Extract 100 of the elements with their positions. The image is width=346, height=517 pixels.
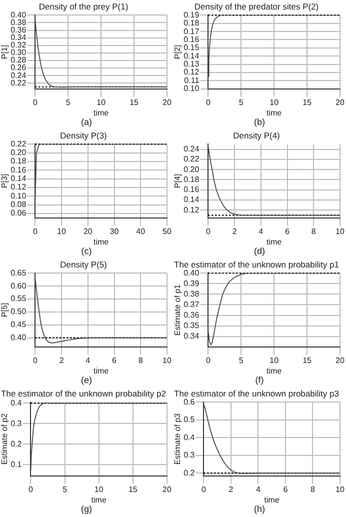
- y-tick-label: 0.40: [184, 268, 200, 278]
- y-tick-label: 0.32: [10, 40, 27, 50]
- x-tick-label: 10: [336, 226, 345, 236]
- y-tick-label: 0.60: [10, 281, 27, 290]
- y-tick-label: 0.30: [10, 48, 27, 58]
- x-axis-title: time: [94, 108, 110, 118]
- y-tick-label: 0.15: [184, 43, 200, 52]
- x-tick-label: 10: [57, 226, 67, 236]
- x-tick-label: 0: [28, 484, 34, 494]
- chart-title: Density of the prey P(1): [38, 1, 128, 12]
- y-tick-label: 0.6: [184, 397, 196, 406]
- y-tick-label: 0.12: [184, 68, 200, 77]
- y-tick-label: 0.3: [184, 450, 196, 460]
- y-tick-label: 0.28: [10, 56, 27, 65]
- y-tick-label: 0.19: [184, 10, 200, 20]
- y-tick-label: 0.22: [10, 78, 27, 88]
- x-tick-label: 15: [128, 484, 138, 494]
- y-tick-label: 0.2: [184, 468, 196, 478]
- y-tick-label: 0.4: [10, 398, 22, 408]
- y-tick-label: 0.12: [10, 182, 27, 192]
- x-tick-label: 20: [162, 98, 172, 107]
- x-tick-label: 50: [162, 226, 172, 236]
- y-tick-label: 0.16: [184, 34, 200, 44]
- x-tick-label: 10: [270, 98, 280, 107]
- x-tick-label: 6: [112, 356, 118, 365]
- x-tick-label: 4: [256, 484, 262, 494]
- x-tick-label: 6: [285, 226, 290, 236]
- y-axis-title: Estimate of p2: [0, 412, 10, 465]
- text: (g): [80, 504, 93, 515]
- x-tick-label: 0: [206, 226, 211, 236]
- y-tick-label: 0.39: [184, 278, 200, 288]
- x-tick-label: 0: [32, 98, 38, 107]
- y-tick-label: 0.34: [10, 33, 27, 42]
- y-tick-label: 0.14: [10, 174, 27, 184]
- x-tick-label: 20: [83, 226, 93, 236]
- x-tick-label: 4: [86, 356, 91, 365]
- y-axis-title: P[1]: [0, 44, 10, 60]
- y-axis-title: P[3]: [0, 174, 10, 188]
- y-tick-label: 0.65: [10, 268, 27, 278]
- y-tick-label: 0.18: [184, 18, 200, 28]
- x-tick-label: 40: [136, 226, 146, 236]
- x-tick-label: 6: [283, 484, 288, 494]
- y-tick-label: 0.22: [184, 154, 200, 164]
- x-axis-title: time: [91, 495, 107, 504]
- y-tick-label: 0.17: [184, 26, 200, 36]
- y-axis-title: Estimate of p3: [173, 412, 182, 465]
- x-tick-label: 2: [228, 484, 234, 494]
- x-tick-label: 10: [94, 484, 104, 494]
- y-tick-label: 0.45: [10, 320, 27, 330]
- chart-title: The estimator of the unknown probability p1: [174, 259, 340, 270]
- y-tick-label: 0.16: [10, 165, 27, 174]
- y-tick-label: 0.20: [184, 164, 200, 174]
- y-tick-label: 0.18: [10, 156, 27, 166]
- chart-title: Density of the predator sites P(2): [194, 1, 319, 12]
- y-tick-label: 0.22: [10, 139, 27, 148]
- x-tick-label: 10: [162, 356, 172, 365]
- y-tick-label: 0.40: [10, 10, 27, 20]
- y-tick-label: 0.10: [184, 84, 200, 94]
- text: (f): [254, 375, 265, 386]
- y-tick-label: 0.50: [10, 307, 27, 316]
- y-tick-label: 0.16: [184, 185, 200, 194]
- x-tick-label: 30: [110, 226, 120, 236]
- y-axis-title: P[4]: [173, 174, 182, 188]
- x-tick-label: 20: [336, 356, 345, 365]
- y-tick-label: 0.24: [184, 144, 200, 154]
- y-axis-title: P[2]: [173, 44, 182, 60]
- x-tick-label: 0: [201, 484, 206, 494]
- y-tick-label: 0.12: [184, 205, 200, 214]
- x-tick-label: 5: [238, 98, 244, 107]
- y-tick-label: 0.10: [10, 191, 27, 200]
- x-tick-label: 0: [32, 356, 38, 365]
- x-tick-label: 4: [258, 226, 264, 236]
- x-tick-label: 15: [302, 356, 312, 365]
- x-tick-label: 20: [336, 98, 345, 107]
- x-tick-label: 0: [32, 226, 38, 236]
- y-tick-label: 0.26: [10, 63, 27, 72]
- text: (h): [253, 504, 266, 515]
- x-tick-label: 2: [59, 356, 64, 365]
- x-tick-label: 2: [232, 226, 238, 236]
- y-tick-label: 0.55: [10, 294, 27, 304]
- x-tick-label: 8: [310, 484, 316, 494]
- x-tick-label: 10: [270, 356, 280, 365]
- x-tick-label: 10: [96, 98, 106, 107]
- y-tick-label: 0.3: [10, 418, 22, 428]
- x-tick-label: 8: [311, 226, 316, 236]
- chart-title: Density P(5): [60, 259, 108, 270]
- chart-title: The estimator of the unknown probability p2: [1, 388, 166, 398]
- y-tick-label: 0.24: [10, 70, 27, 80]
- y-axis-title: Estimate of p1: [173, 284, 182, 336]
- y-tick-label: 0.14: [184, 51, 200, 60]
- x-tick-label: 20: [162, 484, 172, 494]
- x-tick-label: 5: [238, 356, 244, 365]
- y-tick-label: 0.2: [10, 439, 22, 448]
- text: (e): [80, 375, 93, 386]
- x-axis-title: time: [94, 366, 110, 376]
- y-tick-label: 0.4: [184, 432, 196, 442]
- text: (d): [253, 246, 266, 257]
- x-axis-title: time: [94, 237, 110, 246]
- chart-title: Density P(4): [233, 130, 280, 140]
- text: (b): [253, 117, 266, 128]
